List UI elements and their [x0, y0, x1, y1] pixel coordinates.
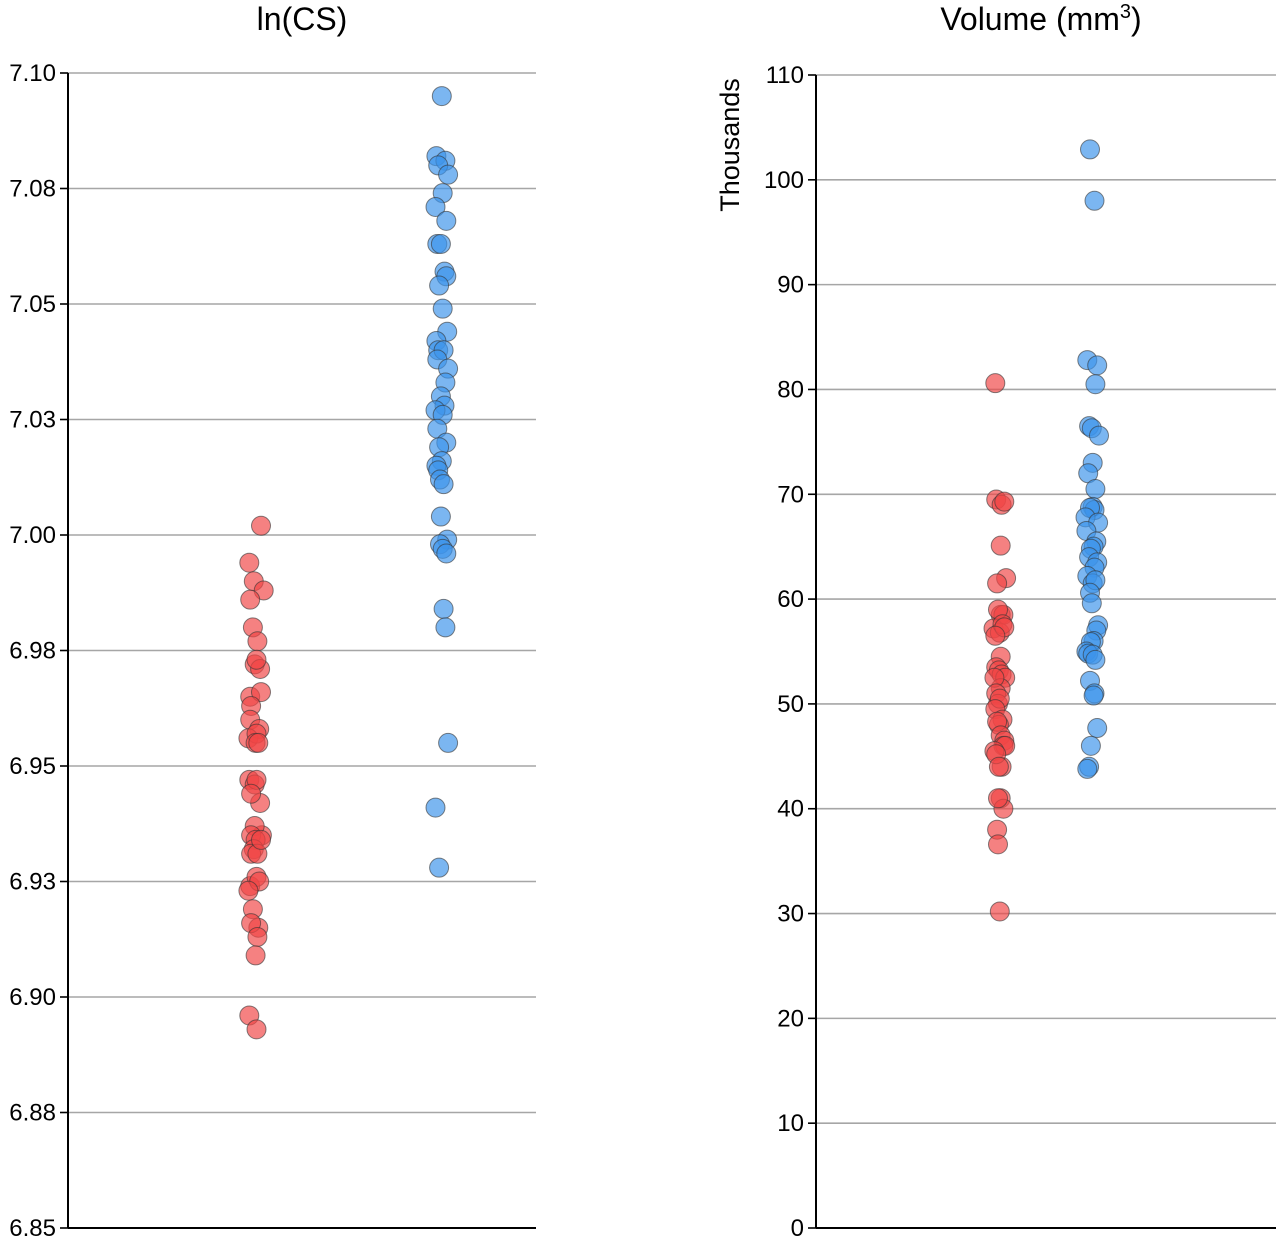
data-point: [1080, 139, 1100, 160]
data-point: [985, 625, 1006, 646]
grid-lines: [68, 72, 536, 1114]
data-point: [247, 631, 268, 652]
data-point: [1084, 190, 1105, 211]
data-point: [1077, 758, 1098, 779]
data-point: [251, 682, 271, 703]
y-tick-label: 90: [777, 272, 804, 299]
data-point: [433, 474, 454, 495]
data-point: [1080, 735, 1101, 756]
data-point: [1087, 718, 1108, 739]
data-point: [990, 535, 1011, 556]
y-tick-label: 40: [777, 796, 804, 823]
data-point: [988, 756, 1009, 777]
data-point: [425, 196, 446, 217]
data-point: [251, 515, 271, 536]
data-point: [988, 834, 1008, 855]
y-tick-label: 7.00: [9, 522, 56, 549]
data-point: [238, 880, 259, 901]
y-tick-label: 6.98: [9, 638, 56, 665]
y-tick-label: 7.05: [9, 291, 56, 318]
data-point: [240, 589, 261, 610]
grid-lines: [816, 74, 1276, 1124]
y-tick-label: 80: [777, 376, 804, 403]
panel-volume: Volume (mm3) Thousands 0 10 20 30 40 50 60 70 80…: [715, 1, 1276, 1241]
y-tick-label: 110: [766, 62, 804, 89]
data-point: [430, 233, 451, 254]
y-axis-label: Thousands: [715, 78, 745, 212]
y-tick-label: 100: [764, 167, 804, 194]
y-tick-label: 6.93: [9, 869, 56, 896]
y-tick-label: 0: [791, 1215, 804, 1241]
data-point: [432, 298, 453, 319]
data-point: [987, 573, 1008, 594]
data-point: [1087, 355, 1108, 376]
data-point: [1085, 649, 1106, 670]
y-tick-label: 20: [777, 1005, 804, 1032]
data-point: [248, 732, 269, 753]
y-tick-label: 50: [777, 691, 804, 718]
data-point: [1085, 374, 1106, 395]
y-tick-labels: 0 10 20 30 40 50 60 70 80 90 100 110: [764, 62, 804, 1241]
data-point: [247, 926, 268, 947]
data-point: [431, 86, 452, 107]
y-tick-label: 6.95: [9, 753, 56, 780]
y-tick-label: 6.90: [9, 984, 56, 1011]
data-point: [1089, 425, 1109, 446]
data-point: [429, 275, 450, 296]
y-tick-label: 60: [777, 586, 804, 613]
y-axis: [60, 72, 536, 1229]
y-tick-label: 7.08: [9, 176, 56, 203]
data-point: [435, 617, 456, 638]
data-point: [438, 164, 459, 185]
y-axis: [808, 74, 1276, 1229]
y-tick-labels: 6.85 6.88 6.90 6.93 6.95 6.98 7.00 7.03 7.05 7.08…: [9, 60, 56, 1241]
y-tick-label: 6.85: [9, 1215, 56, 1241]
data-point: [985, 373, 1006, 394]
data-point: [429, 857, 450, 878]
y-tick-label: 7.03: [9, 407, 56, 434]
data-point: [436, 543, 457, 564]
data-point: [436, 210, 457, 231]
panel-ln-cs: ln(CS) 6.85 6.88 6.90 6.93 6.95 6.98 7.00 7.03 7…: [9, 1, 536, 1241]
chart-title: Volume (mm3): [940, 1, 1141, 37]
chart-title: ln(CS): [257, 1, 348, 37]
data-point: [433, 598, 454, 619]
data-point: [430, 506, 451, 527]
data-point: [989, 901, 1010, 922]
data-point: [245, 945, 266, 966]
data-points: [238, 86, 459, 1040]
data-point: [246, 1019, 267, 1040]
data-point: [1085, 479, 1106, 500]
y-tick-label: 7.10: [9, 60, 56, 87]
data-point: [241, 783, 262, 804]
y-tick-label: 70: [777, 481, 804, 508]
data-point: [438, 732, 459, 753]
y-tick-label: 30: [777, 901, 804, 928]
y-tick-label: 10: [777, 1110, 804, 1137]
data-point: [994, 491, 1015, 512]
data-point: [1083, 685, 1104, 706]
data-point: [425, 797, 446, 818]
data-point: [1081, 593, 1102, 614]
y-tick-label: 6.88: [9, 1100, 56, 1127]
data-points: [983, 139, 1109, 922]
data-point: [239, 552, 260, 573]
data-point: [251, 829, 271, 850]
data-point: [246, 649, 267, 670]
data-point: [988, 788, 1008, 809]
